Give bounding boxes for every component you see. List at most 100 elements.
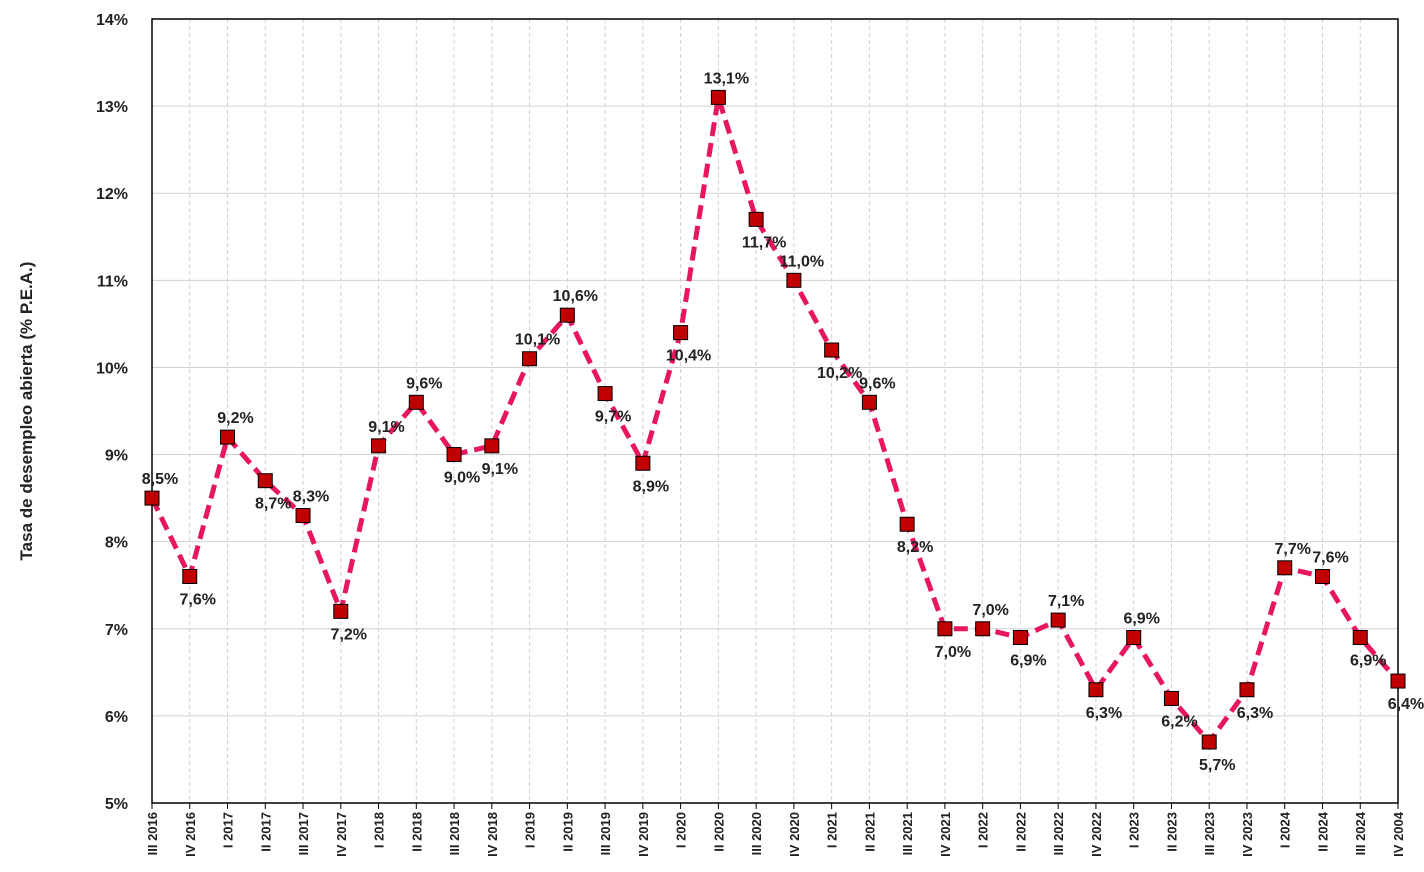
marker [220,429,236,445]
data-label: 10,4% [666,348,711,365]
y-tick-label: 7% [105,622,128,639]
data-label: 6,4% [1388,696,1424,713]
marker [710,89,726,105]
x-tick-label: III 2017 [296,812,311,855]
x-tick-label: I 2018 [372,812,387,848]
x-tick-label: I 2021 [825,812,840,848]
marker [559,307,575,323]
data-label: 8,2% [897,539,933,556]
y-tick-label: 14% [96,12,128,29]
marker [1314,569,1330,585]
x-tick-label: II 2017 [258,812,273,852]
x-tick-label: I 2023 [1127,812,1142,848]
y-tick-label: 6% [105,709,128,726]
data-label: 10,1% [515,332,560,349]
marker [861,394,877,410]
data-label: 6,3% [1237,705,1273,722]
x-tick-label: III 2019 [598,812,613,855]
marker [1163,690,1179,706]
x-tick-label: III 2021 [900,812,915,855]
data-label: 7,6% [1312,550,1348,567]
data-label: 9,6% [406,375,442,392]
marker [597,386,613,402]
data-label: 8,9% [633,478,669,495]
x-tick-label: II 2020 [711,812,726,852]
data-label: 7,2% [331,626,367,643]
data-label: 5,7% [1199,757,1235,774]
marker [484,438,500,454]
x-tick-label: II 2021 [862,812,877,852]
data-label: 10,2% [817,365,862,382]
marker [295,508,311,524]
data-label: 9,0% [444,470,480,487]
data-label: 9,1% [482,461,518,478]
line [149,96,1400,747]
data-label: 13,1% [704,70,749,87]
marker [975,621,991,637]
plot-frame [151,18,1399,804]
data-label: 9,2% [217,410,253,427]
marker [1088,682,1104,698]
x-tick-label: I 2019 [523,812,538,848]
x-tick-label: III 2022 [1051,812,1066,855]
x-tick-label: IV 2016 [183,812,198,857]
data-label: 8,7% [255,496,291,513]
x-tick-label: IV 2004 [1391,811,1406,857]
x-tick-label: I 2020 [674,812,689,848]
data-label: 7,1% [1048,593,1084,610]
x-tick-label: IV 2021 [938,812,953,857]
x-tick-label: II 2022 [1013,812,1028,852]
marker [522,351,538,367]
x-tick-label: IV 2023 [1240,812,1255,857]
x-tick-label: III 2023 [1202,812,1217,855]
x-tick-label: II 2019 [560,812,575,852]
x-tick-label: III 2024 [1353,811,1368,855]
x-tick-label: II 2024 [1315,811,1330,852]
marker [824,342,840,358]
marker [937,621,953,637]
y-tick-label: 10% [96,360,128,377]
data-label: 6,3% [1086,705,1122,722]
data-label: 6,9% [1350,652,1386,669]
x-tick-label: IV 2017 [334,812,349,857]
y-tick-label: 9% [105,448,128,465]
marker [1390,673,1406,689]
data-label: 10,6% [553,288,598,305]
data-label: 6,9% [1010,652,1046,669]
x-tick-label: IV 2019 [636,812,651,857]
marker [182,569,198,585]
data-label: 9,6% [859,375,895,392]
marker [748,211,764,227]
x-tick-label: II 2018 [409,812,424,852]
marker [1201,734,1217,750]
data-label: 6,2% [1161,713,1197,730]
data-label: 9,1% [368,419,404,436]
y-axis-title: Tasa de desempleo abierta (% P.E.A.) [17,262,36,561]
data-label: 6,9% [1123,610,1159,627]
marker [1352,629,1368,645]
x-tick-label: II 2023 [1164,812,1179,852]
y-tick-label: 12% [96,186,128,203]
x-tick-label: I 2017 [221,812,236,848]
data-label: 8,3% [293,489,329,506]
marker [257,473,273,489]
data-label: 11,7% [742,234,786,251]
y-tick-label: 8% [105,535,128,552]
marker [333,603,349,619]
marker [635,455,651,471]
marker [144,490,160,506]
marker [1126,629,1142,645]
data-label: 7,7% [1274,541,1310,558]
x-tick-label: III 2016 [145,812,160,855]
x-tick-label: I 2024 [1278,811,1293,848]
y-tick-label: 11% [97,273,128,290]
x-tick-label: IV 2022 [1089,812,1104,857]
data-label: 11,0% [780,253,824,270]
marker [1239,682,1255,698]
data-label: 8,5% [142,471,178,488]
marker [786,272,802,288]
x-tick-label: III 2020 [749,812,764,855]
marker [1050,612,1066,628]
data-label: 7,6% [180,592,216,609]
